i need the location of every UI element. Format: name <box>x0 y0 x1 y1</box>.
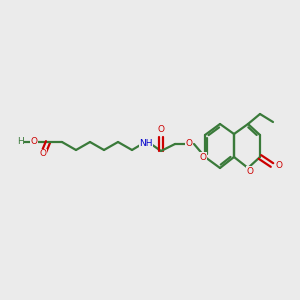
Text: NH: NH <box>139 140 153 148</box>
Text: O: O <box>40 149 46 158</box>
Text: O: O <box>31 137 38 146</box>
Text: O: O <box>247 167 254 176</box>
Text: O: O <box>200 152 206 161</box>
Text: O: O <box>275 160 283 169</box>
Text: O: O <box>158 125 164 134</box>
Text: O: O <box>185 140 193 148</box>
Text: H: H <box>16 137 23 146</box>
